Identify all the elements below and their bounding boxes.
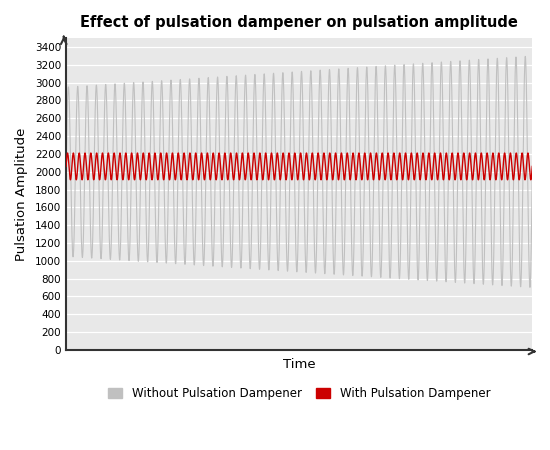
X-axis label: Time: Time — [283, 358, 316, 371]
Legend: Without Pulsation Dampener, With Pulsation Dampener: Without Pulsation Dampener, With Pulsati… — [108, 387, 490, 400]
Y-axis label: Pulsation Amplitude: Pulsation Amplitude — [15, 127, 28, 261]
Title: Effect of pulsation dampener on pulsation amplitude: Effect of pulsation dampener on pulsatio… — [80, 15, 518, 30]
